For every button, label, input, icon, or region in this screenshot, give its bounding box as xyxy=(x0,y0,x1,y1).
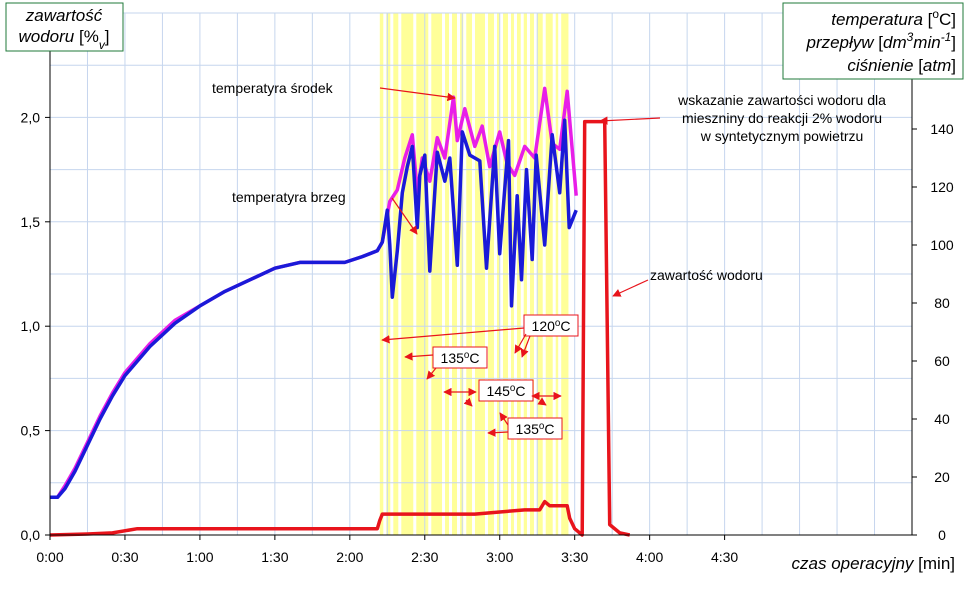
text-part: ] xyxy=(951,33,956,52)
y2-tick-label: 80 xyxy=(934,295,950,311)
text-part: v xyxy=(99,38,106,52)
annotation-arrow xyxy=(599,116,661,125)
axis-title-box xyxy=(782,2,964,80)
annotation-arrow xyxy=(391,197,418,235)
text-part: 135 xyxy=(516,421,540,437)
y2-tick-label: 0 xyxy=(938,527,946,543)
text-part: [ xyxy=(878,33,883,52)
text-part: C xyxy=(544,421,554,437)
text-part: C xyxy=(515,383,525,399)
text-part: o xyxy=(932,7,939,21)
temp-label: 135oC xyxy=(516,421,555,438)
y-tick-label: 0,0 xyxy=(21,527,41,543)
text-part: 145 xyxy=(487,383,511,399)
text-part: dm xyxy=(883,33,907,52)
text-part: zawartość xyxy=(25,6,103,25)
y2-tick-label: 100 xyxy=(930,237,954,253)
text-part: 120 xyxy=(532,318,556,334)
text-part: min xyxy=(913,33,940,52)
y-tick-label: 1,5 xyxy=(21,214,41,230)
temp-label: 120oC xyxy=(532,318,571,335)
text-part: o xyxy=(555,318,561,329)
text-part: C] xyxy=(939,10,956,29)
annotation-arrow xyxy=(404,352,434,361)
annotation-arrow xyxy=(514,333,527,354)
text-part: -1 xyxy=(941,30,952,44)
text-part: 3 xyxy=(907,30,914,44)
annotation-arrow xyxy=(381,327,525,344)
text-part: o xyxy=(539,421,545,432)
text-part: [min] xyxy=(918,554,955,573)
x-tick-label: 0:30 xyxy=(111,549,138,565)
annotation-arrow xyxy=(537,397,547,406)
y-tick-label: 2,0 xyxy=(21,109,41,125)
y-tick-label: 0,5 xyxy=(21,423,41,439)
annotation-arrow xyxy=(499,412,509,426)
text-part: czas operacyjny xyxy=(792,554,919,573)
temp-label: 145oC xyxy=(487,383,526,400)
temp-box xyxy=(478,379,534,402)
text-part: 135 xyxy=(441,350,465,366)
x-tick-label: 3:00 xyxy=(486,549,513,565)
text-part: ] xyxy=(951,56,956,75)
temp-box xyxy=(432,346,488,369)
series-label: temperatyra brzeg xyxy=(232,189,346,205)
text-part: ] xyxy=(105,27,110,46)
text-part: C xyxy=(469,350,479,366)
note-text: wskazanie zawartości wodoru dla xyxy=(677,92,886,108)
note-text: mieszniny do reakcji 2% wodoru xyxy=(682,110,882,126)
series-line xyxy=(50,86,578,500)
temp-box xyxy=(507,417,563,440)
x-tick-label: 4:00 xyxy=(636,549,663,565)
annotation-arrow xyxy=(426,367,437,380)
text-part: atm xyxy=(923,56,951,75)
text-part: przepływ xyxy=(805,33,878,52)
text-part: temperatura xyxy=(831,10,927,29)
y2-tick-label: 120 xyxy=(930,179,954,195)
text-part: C xyxy=(560,318,570,334)
series-line xyxy=(50,118,578,500)
annotation-arrow xyxy=(612,279,649,297)
annotation-arrow xyxy=(520,335,531,358)
y2-axis-title: ciśnienie [atm] xyxy=(847,56,956,75)
series-label: temperatyra środek xyxy=(212,80,334,96)
text-part: [ xyxy=(928,10,933,29)
annotation-arrow xyxy=(487,428,509,437)
y2-tick-label: 20 xyxy=(934,469,950,485)
temp-label: 135oC xyxy=(441,350,480,367)
y-axis-title: wodoru [%v] xyxy=(18,27,109,52)
x-tick-label: 3:30 xyxy=(561,549,588,565)
series-line xyxy=(49,119,631,537)
axis-title-box xyxy=(5,2,124,52)
y2-axis-title: temperatura [oC] xyxy=(831,7,956,29)
y-tick-label: 1,0 xyxy=(21,318,41,334)
text-part: o xyxy=(464,350,470,361)
annotation-arrow xyxy=(379,87,456,102)
x-tick-label: 0:00 xyxy=(36,549,63,565)
note-text: w syntetycznym powietrzu xyxy=(700,128,864,144)
y2-tick-label: 40 xyxy=(934,411,950,427)
x-tick-label: 2:00 xyxy=(336,549,363,565)
y-axis-title: zawartość xyxy=(25,6,103,25)
text-part: [ xyxy=(918,56,923,75)
text-part: ciśnienie xyxy=(847,56,918,75)
series-label: zawartość wodoru xyxy=(650,267,763,283)
x-tick-label: 1:30 xyxy=(261,549,288,565)
x-axis-title: czas operacyjny [min] xyxy=(792,554,955,573)
y2-tick-label: 140 xyxy=(930,121,954,137)
x-tick-label: 4:30 xyxy=(711,549,738,565)
text-part: [% xyxy=(79,27,99,46)
y2-axis-title: przepływ [dm3min-1] xyxy=(805,30,956,52)
temp-box xyxy=(523,314,579,337)
text-part: wodoru xyxy=(18,27,78,46)
text-part: o xyxy=(510,383,516,394)
y2-tick-label: 60 xyxy=(934,353,950,369)
annotation-arrow xyxy=(463,397,473,407)
x-tick-label: 2:30 xyxy=(411,549,438,565)
x-tick-label: 1:00 xyxy=(186,549,213,565)
